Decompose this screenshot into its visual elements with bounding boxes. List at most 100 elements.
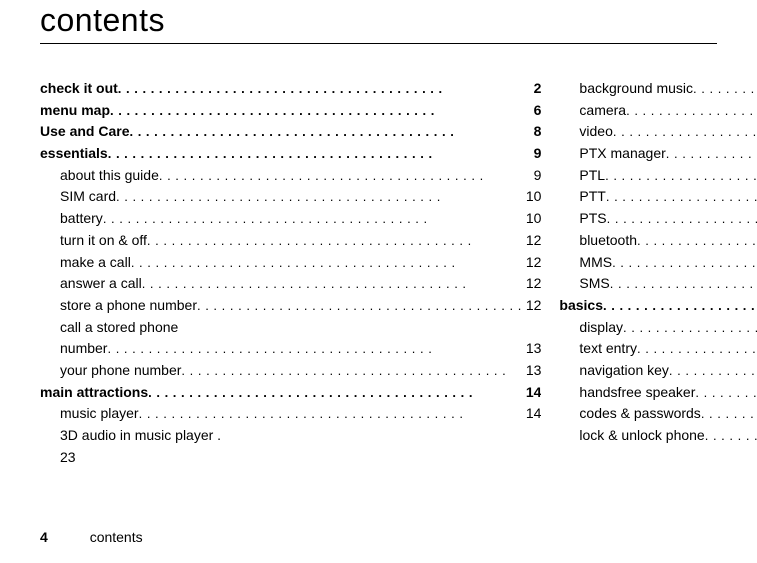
leader-dots bbox=[637, 338, 757, 360]
toc-label: lock & unlock phone bbox=[579, 425, 704, 447]
leader-dots bbox=[701, 403, 757, 425]
toc-column: check it out2menu map6Use and Care8essen… bbox=[40, 78, 541, 468]
toc-label: MMS bbox=[579, 252, 612, 274]
toc-label: handsfree speaker bbox=[579, 382, 695, 404]
toc-label: PTL bbox=[579, 165, 605, 187]
leader-dots bbox=[626, 100, 757, 122]
leader-dots bbox=[181, 360, 521, 382]
leader-dots bbox=[623, 317, 757, 339]
toc-label: answer a call bbox=[60, 273, 142, 295]
toc-entry: SMS54 bbox=[559, 273, 757, 295]
toc-label: call a stored phone bbox=[60, 317, 178, 339]
toc-label: store a phone number bbox=[60, 295, 197, 317]
toc-label: SIM card bbox=[60, 186, 116, 208]
leader-dots bbox=[110, 100, 530, 122]
toc-entry: PTT30 bbox=[559, 186, 757, 208]
toc-label: basics bbox=[559, 295, 603, 317]
leader-dots bbox=[148, 382, 522, 404]
toc-label: background music bbox=[579, 78, 693, 100]
toc-label: turn it on & off bbox=[60, 230, 147, 252]
toc-label: display bbox=[579, 317, 623, 339]
toc-label: camera bbox=[579, 100, 626, 122]
toc-label: PTT bbox=[579, 186, 605, 208]
toc-page: 14 bbox=[522, 382, 542, 404]
toc-entry: 3D audio in music player . bbox=[40, 425, 541, 447]
toc-entry: your phone number13 bbox=[40, 360, 541, 382]
toc-page: 14 bbox=[522, 403, 542, 425]
toc-entry: lock & unlock phone60 bbox=[559, 425, 757, 447]
toc-label: menu map bbox=[40, 100, 110, 122]
toc-label: Use and Care bbox=[40, 121, 129, 143]
toc-entry: video28 bbox=[559, 121, 757, 143]
leader-dots bbox=[610, 273, 757, 295]
toc-label: PTX manager bbox=[579, 143, 665, 165]
toc-page: 12 bbox=[522, 252, 542, 274]
leader-dots bbox=[129, 121, 529, 143]
toc-label: navigation key bbox=[579, 360, 669, 382]
toc-page: 12 bbox=[522, 273, 542, 295]
toc-label: make a call bbox=[60, 252, 131, 274]
toc-page: 9 bbox=[530, 143, 542, 165]
toc-entry: call a stored phone bbox=[40, 317, 541, 339]
toc-section: Use and Care 8 bbox=[40, 121, 541, 143]
leader-dots bbox=[605, 165, 757, 187]
toc-label: about this guide bbox=[60, 165, 159, 187]
toc-entry: music player14 bbox=[40, 403, 541, 425]
footer-label: contents bbox=[90, 529, 143, 545]
leader-dots bbox=[116, 186, 522, 208]
toc-page: 23 bbox=[40, 447, 541, 469]
leader-dots bbox=[118, 78, 530, 100]
toc-entry: about this guide9 bbox=[40, 165, 541, 187]
leader-dots bbox=[103, 208, 522, 230]
toc-entry: background music23 bbox=[559, 78, 757, 100]
leader-dots bbox=[603, 295, 757, 317]
leader-dots bbox=[147, 230, 522, 252]
page-number: 4 bbox=[40, 529, 48, 545]
toc-entry: codes & passwords59 bbox=[559, 403, 757, 425]
leader-dots bbox=[607, 208, 757, 230]
leader-dots bbox=[666, 143, 757, 165]
toc-page: 12 bbox=[522, 295, 542, 317]
toc-entry: navigation key59 bbox=[559, 360, 757, 382]
leader-dots bbox=[693, 78, 757, 100]
toc-page: 10 bbox=[522, 208, 542, 230]
toc-entry: turn it on & off 12 bbox=[40, 230, 541, 252]
toc-label: your phone number bbox=[60, 360, 181, 382]
toc-label: check it out bbox=[40, 78, 118, 100]
toc-label: codes & passwords bbox=[579, 403, 700, 425]
toc-label: battery bbox=[60, 208, 103, 230]
toc-label: main attractions bbox=[40, 382, 148, 404]
toc-label: PTS bbox=[579, 208, 606, 230]
toc-entry: text entry56 bbox=[559, 338, 757, 360]
toc-entry: make a call 12 bbox=[40, 252, 541, 274]
toc-label: bluetooth bbox=[579, 230, 637, 252]
leader-dots bbox=[637, 230, 757, 252]
toc-entry: MMS37 bbox=[559, 252, 757, 274]
toc-label: number bbox=[60, 338, 107, 360]
toc-page: 13 bbox=[522, 338, 542, 360]
toc-page: 8 bbox=[530, 121, 542, 143]
leader-dots bbox=[612, 252, 757, 274]
leader-dots bbox=[107, 338, 521, 360]
toc-page: 12 bbox=[522, 230, 542, 252]
toc-column: background music23camera26video28PTX man… bbox=[559, 78, 757, 468]
toc-entry: camera26 bbox=[559, 100, 757, 122]
toc-section: main attractions 14 bbox=[40, 382, 541, 404]
toc-label: SMS bbox=[579, 273, 609, 295]
leader-dots bbox=[139, 403, 522, 425]
toc-section: basics55 bbox=[559, 295, 757, 317]
toc-section: menu map6 bbox=[40, 100, 541, 122]
toc-page: 10 bbox=[522, 186, 542, 208]
toc-entry: PTL30 bbox=[559, 165, 757, 187]
toc-entry: handsfree speaker59 bbox=[559, 382, 757, 404]
leader-dots bbox=[669, 360, 757, 382]
toc-entry: PTS37 bbox=[559, 208, 757, 230]
leader-dots bbox=[705, 425, 757, 447]
leader-dots bbox=[108, 143, 530, 165]
leader-dots bbox=[695, 382, 757, 404]
toc-entry: PTX manager29 bbox=[559, 143, 757, 165]
toc-label: text entry bbox=[579, 338, 637, 360]
leader-dots bbox=[142, 273, 522, 295]
toc-entry: answer a call 12 bbox=[40, 273, 541, 295]
toc-entry: display55 bbox=[559, 317, 757, 339]
